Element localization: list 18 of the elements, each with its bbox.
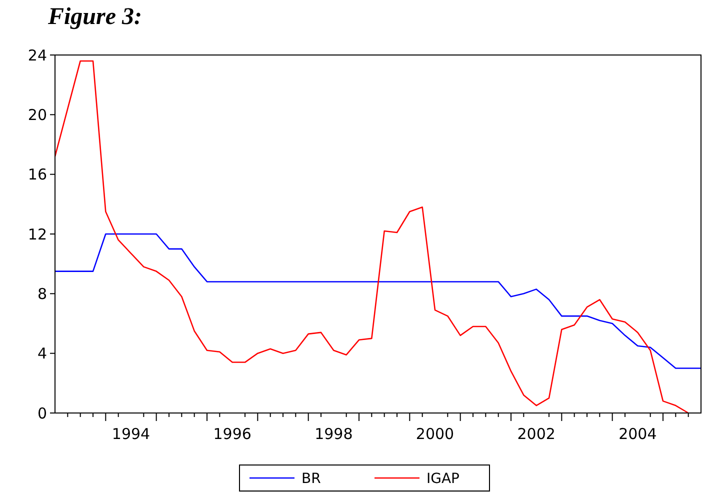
x-tick-label: 1996 [213,425,252,443]
y-tick-label: 4 [37,344,47,363]
chart-title: Figure 3: [47,4,142,30]
x-tick-label: 2002 [517,425,556,443]
y-tick-label: 24 [28,46,47,64]
line-series [55,60,689,414]
x-tick-label: 2000 [416,425,454,443]
x-tick-label: 2004 [618,425,657,443]
legend-label: BR [302,470,322,487]
y-tick-label: 12 [28,225,47,244]
legend-label: IGAP [426,470,460,487]
y-tick-label: 16 [28,166,47,184]
x-tick-label: 1998 [314,425,353,443]
y-tick-label: 20 [28,106,47,124]
x-tick-label: 1994 [112,425,150,443]
line-series [55,233,701,369]
y-tick-label: 8 [37,284,47,303]
y-tick-label: 0 [37,404,47,422]
